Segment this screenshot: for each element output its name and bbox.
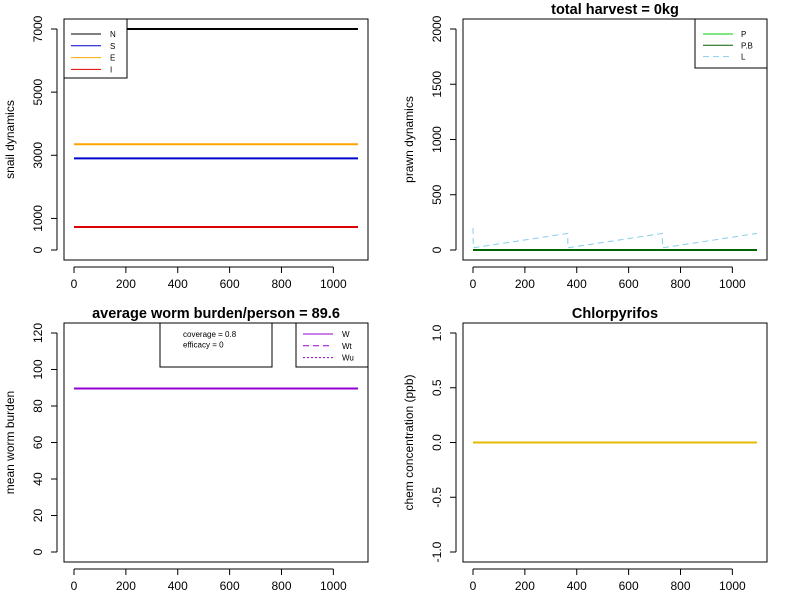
y-tick-label: 0 — [31, 548, 45, 555]
x-tick-label: 1000 — [719, 579, 746, 593]
series-line-l — [472, 227, 758, 249]
y-tick-label: 1000 — [31, 205, 45, 232]
y-axis: 0 20 40 60 80 100 120 — [31, 323, 58, 555]
x-tick-label: 800 — [271, 277, 291, 291]
legend-label: Wu — [342, 354, 354, 363]
y-tick-label: 0 — [430, 246, 444, 253]
y-tick-label: 2000 — [430, 15, 444, 42]
y-tick-label: 1500 — [430, 71, 444, 98]
y-tick-label: 60 — [31, 436, 45, 450]
x-tick-label: 1000 — [320, 579, 347, 593]
x-tick-label: 0 — [71, 579, 78, 593]
y-tick-label: 0.5 — [430, 379, 444, 396]
y-tick-label: 3000 — [31, 142, 45, 169]
y-axis-label: chem concentration (ppb) — [402, 374, 416, 510]
x-tick-label: 400 — [168, 579, 188, 593]
x-axis: 0 200 400 600 800 1000 — [71, 266, 347, 291]
y-tick-label: -0.5 — [430, 487, 444, 508]
y-tick-label: 1.0 — [430, 324, 444, 341]
chart-panel-1: 0 200 400 600 800 1000 0 1000 3000 5000 7000 snail … — [3, 15, 369, 291]
legend-box — [295, 322, 369, 368]
legend-box — [694, 18, 768, 69]
y-tick-label: 5000 — [31, 78, 45, 105]
x-tick-label: 0 — [71, 277, 78, 291]
legend-label: P.B — [741, 41, 753, 50]
annotation-box — [159, 322, 273, 368]
legend-box — [63, 18, 128, 79]
x-tick-label: 200 — [116, 277, 136, 291]
legend-label: P — [741, 30, 746, 39]
x-axis: 0 200 400 600 800 1000 — [470, 568, 746, 593]
x-tick-label: 400 — [168, 277, 188, 291]
y-tick-label: 40 — [31, 472, 45, 486]
x-tick-label: 800 — [271, 579, 291, 593]
x-tick-label: 800 — [670, 277, 690, 291]
y-axis: 0 1000 3000 5000 7000 — [31, 15, 58, 253]
x-tick-label: 600 — [220, 579, 240, 593]
y-tick-label: 0 — [31, 246, 45, 253]
y-axis: 0 500 1000 1500 2000 — [430, 15, 457, 253]
annotation: coverage = 0.8 efficacy = 0 — [159, 322, 273, 368]
plot-frame — [462, 18, 768, 261]
y-tick-label: 80 — [31, 399, 45, 413]
x-tick-label: 1000 — [320, 277, 347, 291]
x-tick-label: 0 — [470, 579, 477, 593]
x-axis: 0 200 400 600 800 1000 — [71, 568, 347, 593]
series-group — [472, 227, 758, 251]
y-tick-label: 7000 — [31, 15, 45, 42]
y-tick-label: 20 — [31, 509, 45, 523]
x-tick-label: 1000 — [719, 277, 746, 291]
chart-panel-2: 0 200 400 600 800 1000 0 500 1000 1500 2000 prawn d… — [402, 2, 768, 291]
y-tick-label: -1.0 — [430, 541, 444, 562]
y-tick-label: 1000 — [430, 126, 444, 153]
y-tick-label: 100 — [31, 359, 45, 379]
legend-label: Wt — [342, 342, 353, 351]
x-tick-label: 400 — [567, 579, 587, 593]
chart-title: Chlorpyrifos — [572, 306, 658, 322]
plot-frame — [462, 322, 768, 563]
plot-frame — [63, 18, 369, 261]
x-tick-label: 600 — [619, 579, 639, 593]
legend: P P.B L — [694, 18, 768, 69]
legend-label: E — [110, 54, 115, 63]
legend-label: N — [110, 30, 116, 39]
annotation-text: coverage = 0.8 — [183, 330, 237, 339]
legend-label: W — [342, 330, 350, 339]
legend-label: S — [110, 42, 115, 51]
x-tick-label: 200 — [515, 579, 535, 593]
y-tick-label: 0.0 — [430, 434, 444, 451]
x-tick-label: 200 — [116, 579, 136, 593]
y-axis-label: mean worm burden — [3, 391, 17, 494]
x-tick-label: 800 — [670, 579, 690, 593]
legend-label: I — [110, 65, 112, 74]
x-axis: 0 200 400 600 800 1000 — [470, 266, 746, 291]
x-tick-label: 600 — [220, 277, 240, 291]
y-axis-label: prawn dynamics — [402, 96, 416, 183]
chart-title: total harvest = 0kg — [551, 2, 679, 18]
chart-panel-4: 0 200 400 600 800 1000 -1.0 -0.5 0.0 0.5 1.0 chem c… — [402, 306, 768, 593]
y-axis: -1.0 -0.5 0.0 0.5 1.0 — [430, 324, 457, 562]
x-tick-label: 200 — [515, 277, 535, 291]
x-tick-label: 0 — [470, 277, 477, 291]
y-tick-label: 120 — [31, 323, 45, 343]
y-tick-label: 500 — [430, 184, 444, 204]
y-axis-label: snail dynamics — [3, 100, 17, 179]
x-tick-label: 400 — [567, 277, 587, 291]
annotation-text: efficacy = 0 — [183, 341, 224, 350]
x-tick-label: 600 — [619, 277, 639, 291]
legend: W Wt Wu — [295, 322, 369, 368]
chart-title: average worm burden/person = 89.6 — [92, 306, 340, 322]
legend-label: L — [741, 53, 746, 62]
chart-panel-3: 0 200 400 600 800 1000 0 20 40 60 80 100 120 mean wor… — [3, 306, 369, 593]
